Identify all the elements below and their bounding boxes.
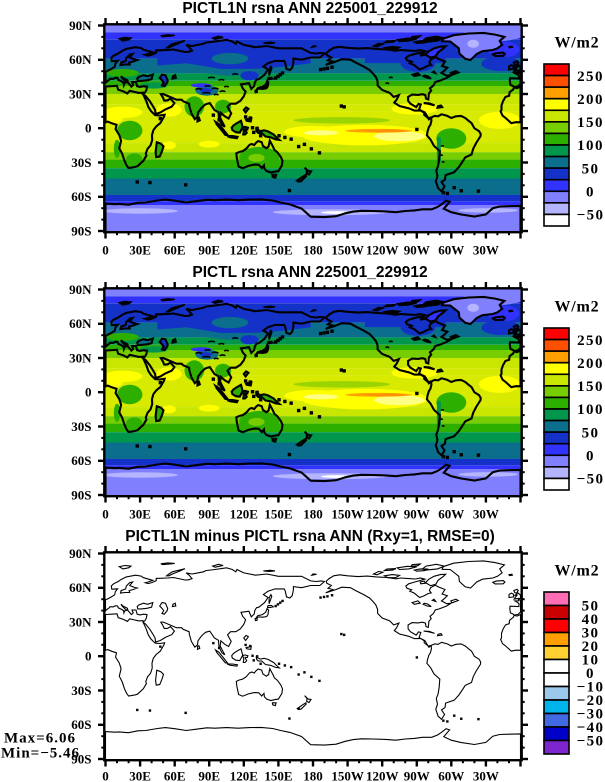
svg-text:90W: 90W <box>404 506 430 521</box>
svg-text:30E: 30E <box>129 242 151 257</box>
svg-text:60S: 60S <box>71 453 91 468</box>
svg-text:150: 150 <box>577 115 604 131</box>
svg-text:Max=6.06: Max=6.06 <box>4 731 76 747</box>
svg-text:150E: 150E <box>264 506 292 521</box>
svg-text:200: 200 <box>577 92 604 108</box>
svg-text:50: 50 <box>582 599 600 615</box>
svg-text:60W: 60W <box>438 768 464 782</box>
svg-text:250: 250 <box>577 69 604 85</box>
svg-text:−50: −50 <box>577 472 605 488</box>
svg-text:−40: −40 <box>577 720 605 736</box>
svg-text:60N: 60N <box>69 316 92 331</box>
svg-text:90W: 90W <box>404 768 430 782</box>
svg-text:PICTL1N minus PICTL rsna ANN (: PICTL1N minus PICTL rsna ANN (Rxy=1, RMS… <box>125 528 495 545</box>
svg-text:20: 20 <box>582 639 600 655</box>
svg-text:50: 50 <box>582 161 600 177</box>
svg-text:−10: −10 <box>577 680 605 696</box>
svg-text:60N: 60N <box>69 52 92 67</box>
svg-text:150: 150 <box>577 379 604 395</box>
svg-text:120E: 120E <box>230 242 258 257</box>
svg-text:60W: 60W <box>438 506 464 521</box>
svg-text:30W: 30W <box>473 506 499 521</box>
svg-text:150E: 150E <box>264 768 292 782</box>
svg-text:90E: 90E <box>198 242 220 257</box>
svg-text:W/m2: W/m2 <box>555 35 600 52</box>
svg-text:W/m2: W/m2 <box>555 299 600 316</box>
svg-text:60N: 60N <box>69 580 92 595</box>
svg-text:150W: 150W <box>331 768 364 782</box>
svg-text:0: 0 <box>586 666 595 682</box>
svg-text:0: 0 <box>586 449 595 465</box>
svg-text:150W: 150W <box>331 242 364 257</box>
svg-text:−50: −50 <box>577 208 605 224</box>
svg-text:30: 30 <box>582 626 600 642</box>
svg-text:100: 100 <box>577 402 604 418</box>
svg-text:30S: 30S <box>71 155 91 170</box>
svg-text:100: 100 <box>577 138 604 154</box>
svg-text:30S: 30S <box>71 419 91 434</box>
svg-text:90N: 90N <box>69 546 92 561</box>
svg-text:120E: 120E <box>230 506 258 521</box>
svg-text:0: 0 <box>85 121 92 136</box>
svg-text:30W: 30W <box>473 242 499 257</box>
svg-text:60E: 60E <box>164 506 186 521</box>
svg-text:90E: 90E <box>198 768 220 782</box>
svg-text:180: 180 <box>303 506 323 521</box>
svg-text:−50: −50 <box>577 734 605 750</box>
svg-text:90N: 90N <box>69 282 92 297</box>
svg-text:180: 180 <box>303 242 323 257</box>
svg-text:0: 0 <box>102 506 109 521</box>
svg-text:200: 200 <box>577 356 604 372</box>
svg-text:0: 0 <box>85 649 92 664</box>
svg-text:120E: 120E <box>230 768 258 782</box>
svg-text:PICTL rsna ANN 225001_229912: PICTL rsna ANN 225001_229912 <box>192 264 427 281</box>
svg-text:30S: 30S <box>71 683 91 698</box>
svg-text:0: 0 <box>85 385 92 400</box>
svg-text:W/m2: W/m2 <box>555 563 600 580</box>
svg-text:90S: 90S <box>71 223 91 238</box>
svg-text:60E: 60E <box>164 242 186 257</box>
svg-text:90N: 90N <box>69 18 92 33</box>
svg-text:30E: 30E <box>129 506 151 521</box>
svg-text:30W: 30W <box>473 768 499 782</box>
svg-text:60W: 60W <box>438 242 464 257</box>
svg-text:90S: 90S <box>71 751 91 766</box>
svg-text:90S: 90S <box>71 487 91 502</box>
svg-text:0: 0 <box>102 768 109 782</box>
svg-text:10: 10 <box>582 653 600 669</box>
svg-text:30N: 30N <box>69 86 92 101</box>
svg-text:150W: 150W <box>331 506 364 521</box>
svg-text:30N: 30N <box>69 350 92 365</box>
svg-text:−30: −30 <box>577 707 605 723</box>
svg-text:−20: −20 <box>577 693 605 709</box>
svg-text:60E: 60E <box>164 768 186 782</box>
svg-text:120W: 120W <box>366 506 399 521</box>
svg-text:30N: 30N <box>69 614 92 629</box>
svg-text:Min=−5.46: Min=−5.46 <box>1 746 80 762</box>
svg-text:250: 250 <box>577 333 604 349</box>
svg-text:60S: 60S <box>71 189 91 204</box>
svg-text:60S: 60S <box>71 717 91 732</box>
svg-text:150E: 150E <box>264 242 292 257</box>
svg-text:50: 50 <box>582 425 600 441</box>
svg-text:0: 0 <box>102 242 109 257</box>
svg-text:30E: 30E <box>129 768 151 782</box>
svg-text:90W: 90W <box>404 242 430 257</box>
svg-text:90E: 90E <box>198 506 220 521</box>
svg-text:180: 180 <box>303 768 323 782</box>
svg-text:0: 0 <box>586 185 595 201</box>
svg-text:PICTL1N rsna ANN 225001_229912: PICTL1N rsna ANN 225001_229912 <box>182 0 437 17</box>
svg-text:40: 40 <box>582 612 600 628</box>
svg-text:120W: 120W <box>366 242 399 257</box>
svg-text:120W: 120W <box>366 768 399 782</box>
